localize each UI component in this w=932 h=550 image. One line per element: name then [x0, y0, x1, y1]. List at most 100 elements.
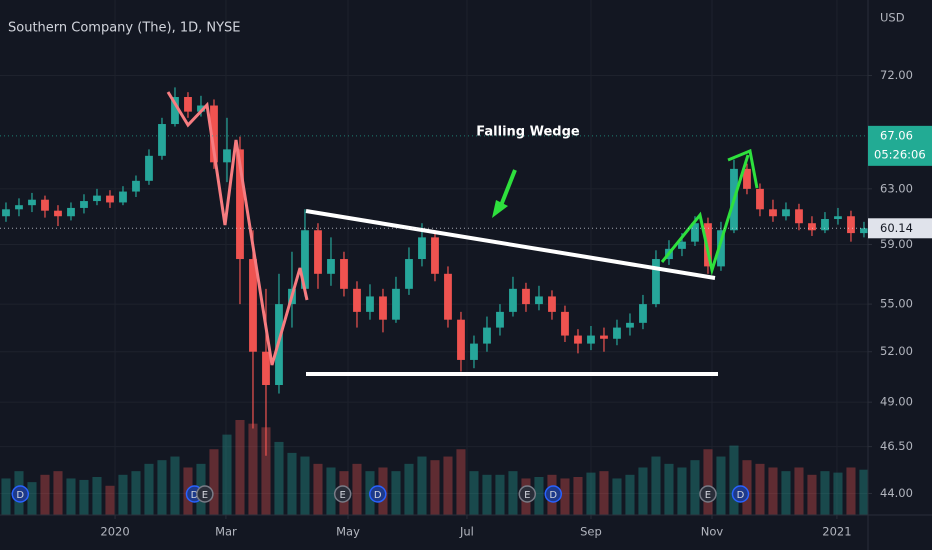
volume-bar	[105, 485, 115, 515]
volume-bar	[703, 449, 713, 515]
price-marker-box	[868, 125, 932, 166]
candle-body	[756, 188, 764, 210]
event-icon	[11, 485, 30, 503]
candle-body	[41, 199, 49, 211]
volume-bar	[469, 471, 479, 515]
price-marker-label: 67.06	[880, 128, 913, 142]
candle-body	[821, 219, 829, 231]
volume-bar	[482, 474, 492, 515]
volume-bar	[599, 471, 609, 515]
candle-body	[93, 195, 101, 202]
volume-bar	[716, 456, 726, 515]
candle-body	[132, 180, 140, 192]
volume-bar	[430, 460, 440, 515]
volume-bar	[846, 467, 856, 515]
volume-bar	[508, 471, 518, 515]
currency-label: USD	[880, 11, 905, 25]
candle-body	[145, 155, 153, 181]
y-tick-label: 49.00	[880, 395, 913, 409]
volume-bar	[677, 467, 687, 515]
candle-body	[392, 288, 400, 320]
event-label: E	[705, 490, 711, 501]
candle-body	[626, 322, 634, 328]
volume-bar	[807, 474, 817, 515]
candle-body	[197, 105, 205, 112]
candle-body	[691, 223, 699, 242]
volume-bar	[417, 456, 427, 515]
candle-body	[210, 105, 218, 163]
volume-bar	[729, 445, 739, 515]
candle-body	[769, 209, 777, 217]
candle-body	[249, 259, 257, 352]
y-tick-label: 72.00	[880, 68, 913, 82]
candle-body	[808, 223, 816, 231]
candle-body	[535, 296, 543, 305]
candle-body	[470, 343, 478, 360]
price-marker-box	[868, 218, 932, 239]
candle-body	[652, 259, 660, 305]
pointer-arrow-head	[492, 200, 508, 218]
candle-body	[418, 237, 426, 260]
candle-body	[262, 351, 270, 386]
candle-body	[561, 311, 569, 336]
event-label: E	[340, 490, 346, 501]
y-tick-label: 63.00	[880, 181, 913, 195]
candle-body	[444, 273, 452, 320]
annotation: Falling Wedge	[476, 125, 580, 140]
candle-body	[522, 288, 530, 305]
candle-body	[782, 209, 790, 217]
volume-bar	[79, 479, 89, 515]
volume-bar	[209, 449, 219, 515]
volume-bar	[261, 427, 271, 515]
candle-body	[327, 259, 335, 274]
x-tick-label: May	[336, 525, 360, 539]
volume-bar	[573, 477, 583, 515]
volume-bar	[443, 456, 453, 515]
event-icon	[731, 485, 750, 503]
candle-body	[28, 199, 36, 206]
zigzag-up	[660, 154, 750, 276]
candle-body	[847, 216, 855, 234]
volume-bar	[794, 467, 804, 515]
candle-layer	[2, 87, 868, 456]
candle-body	[366, 296, 374, 312]
event-label: D	[549, 490, 557, 501]
event-label: D	[737, 490, 745, 501]
volume-bar	[534, 477, 544, 515]
y-tick-label: 59.00	[880, 237, 913, 251]
volume-bar	[612, 478, 622, 515]
candle-body	[184, 97, 192, 112]
event-label: E	[202, 490, 208, 501]
volume-bar	[66, 478, 76, 515]
volume-bar	[300, 456, 310, 515]
volume-bar	[131, 471, 141, 515]
event-label: D	[191, 490, 199, 501]
volume-bar	[40, 474, 50, 515]
candle-body	[457, 319, 465, 360]
volume-bar	[755, 463, 765, 515]
volume-bar	[92, 477, 102, 515]
candle-body	[496, 311, 504, 328]
candle-body	[15, 205, 23, 210]
candle-body	[613, 327, 621, 339]
candle-body	[158, 124, 166, 156]
candle-body	[678, 241, 686, 249]
event-label: D	[16, 490, 24, 501]
event-icon	[369, 485, 387, 503]
event-label: D	[374, 490, 382, 501]
event-icon	[333, 485, 352, 503]
event-icon	[699, 485, 717, 503]
chart-title: Southern Company (The), 1D, NYSE	[8, 21, 241, 36]
y-tick-label: 46.50	[880, 439, 913, 453]
candle-body	[314, 230, 322, 274]
volume-bar	[651, 456, 661, 515]
volume-bar	[690, 460, 700, 515]
volume-bar	[638, 467, 648, 515]
x-tick-label: Mar	[215, 525, 237, 539]
volume-bar	[664, 463, 674, 515]
volume-bar	[235, 420, 245, 515]
candle-body	[639, 304, 647, 323]
candle-body	[379, 296, 387, 320]
volume-bar	[833, 472, 843, 515]
candle-body	[483, 327, 491, 344]
